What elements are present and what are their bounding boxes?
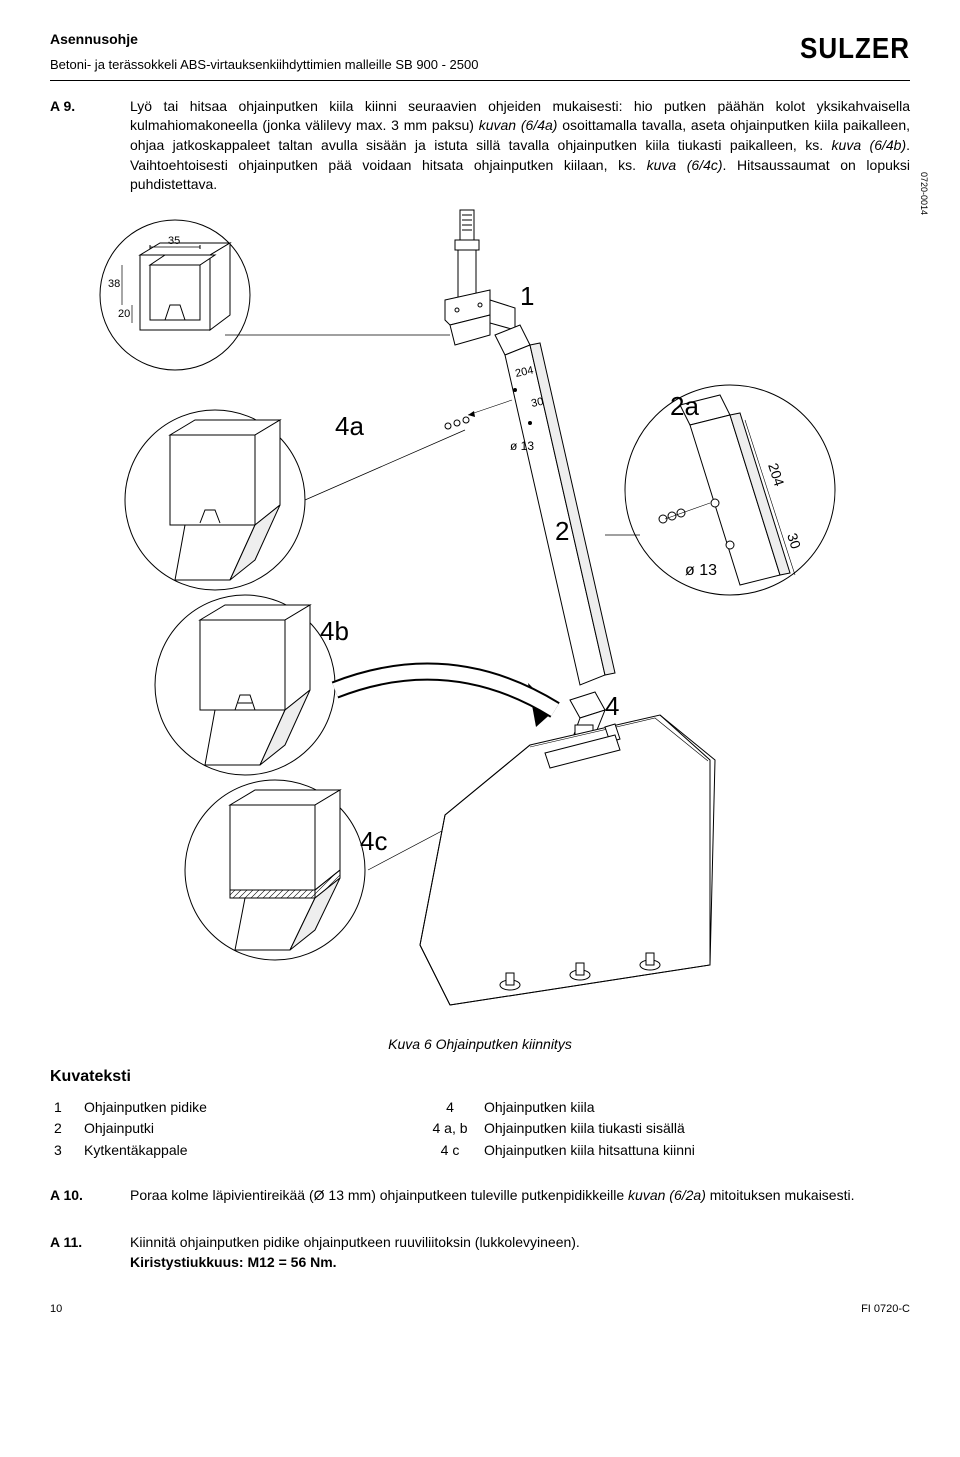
header-divider bbox=[50, 80, 910, 81]
legend-l2: Ohjainputken kiila hitsattuna kiinni bbox=[480, 1140, 910, 1162]
footer-code: FI 0720-C bbox=[861, 1302, 910, 1317]
legend-row: 3 Kytkentäkappale 4 c Ohjainputken kiila… bbox=[50, 1140, 910, 1162]
brand-logo: SULZER bbox=[800, 28, 910, 68]
section-a11-num: A 11. bbox=[50, 1233, 130, 1253]
legend-row: 1 Ohjainputken pidike 4 Ohjainputken kii… bbox=[50, 1097, 910, 1119]
label-4: 4 bbox=[605, 691, 619, 721]
label-4b: 4b bbox=[320, 616, 349, 646]
guide-tube-2 bbox=[495, 325, 615, 685]
legend-l2: Ohjainputken kiila bbox=[480, 1097, 910, 1119]
dim-20: 20 bbox=[118, 308, 130, 320]
dim-d13b: ø 13 bbox=[685, 562, 717, 579]
section-a10-body: Poraa kolme läpivientireikää (Ø 13 mm) o… bbox=[130, 1186, 910, 1206]
dim-38: 38 bbox=[108, 278, 120, 290]
label-4a: 4a bbox=[335, 411, 364, 441]
a9-ref-1: kuvan (6/4a) bbox=[479, 117, 558, 133]
doc-title: Asennusohje bbox=[50, 30, 478, 50]
circle-2a: 204 30 ø 13 bbox=[625, 385, 835, 595]
top-detail-circle: 35 38 20 bbox=[100, 220, 250, 370]
section-a11: A 11. Kiinnitä ohjainputken pidike ohjai… bbox=[50, 1233, 910, 1272]
a10-text-c: mitoituksen mukaisesti. bbox=[706, 1187, 855, 1203]
section-a10-num: A 10. bbox=[50, 1186, 130, 1206]
legend-n1: 2 bbox=[50, 1118, 80, 1140]
footer-page: 10 bbox=[50, 1302, 62, 1317]
label-2: 2 bbox=[555, 516, 569, 546]
figure-6-diagram: 0720-0014 1 bbox=[50, 205, 910, 1025]
label-4c: 4c bbox=[360, 826, 387, 856]
dim-35: 35 bbox=[168, 235, 180, 247]
a11-line1: Kiinnitä ohjainputken pidike ohjainputke… bbox=[130, 1234, 580, 1250]
diagram-svg: 1 35 38 20 2 bbox=[50, 205, 910, 1025]
a9-ref-2: kuva (6/4b) bbox=[832, 137, 907, 153]
page-footer: 10 FI 0720-C bbox=[50, 1302, 910, 1317]
legend-row: 2 Ohjainputki 4 a, b Ohjainputken kiila … bbox=[50, 1118, 910, 1140]
bracket-1 bbox=[445, 210, 515, 345]
legend-l1: Ohjainputki bbox=[80, 1118, 420, 1140]
legend-n2: 4 c bbox=[420, 1140, 480, 1162]
legend-n1: 3 bbox=[50, 1140, 80, 1162]
circle-4c bbox=[185, 780, 365, 960]
circle-4a bbox=[125, 410, 305, 590]
a11-line2: Kiristystiukkuus: M12 = 56 Nm. bbox=[130, 1254, 337, 1270]
section-a9-body: Lyö tai hitsaa ohjainputken kiila kiinni… bbox=[130, 97, 910, 195]
header-left: Asennusohje Betoni- ja terässokkeli ABS-… bbox=[50, 30, 478, 78]
section-a9-num: A 9. bbox=[50, 97, 130, 117]
legend-n1: 1 bbox=[50, 1097, 80, 1119]
a10-ref: kuvan (6/2a) bbox=[628, 1187, 706, 1203]
dim-30a: 30 bbox=[530, 395, 544, 409]
legend-n2: 4 bbox=[420, 1097, 480, 1119]
page-header: Asennusohje Betoni- ja terässokkeli ABS-… bbox=[50, 30, 910, 78]
a10-text-a: Poraa kolme läpivientireikää (Ø 13 mm) o… bbox=[130, 1187, 628, 1203]
base-pedestal bbox=[420, 715, 715, 1005]
figure-6-caption: Kuva 6 Ohjainputken kiinnitys bbox=[50, 1035, 910, 1055]
circle-4b bbox=[155, 595, 335, 775]
doc-subtitle: Betoni- ja terässokkeli ABS-virtauksenki… bbox=[50, 56, 478, 74]
legend-l1: Kytkentäkappale bbox=[80, 1140, 420, 1162]
dim-d13a: ø 13 bbox=[510, 439, 534, 453]
legend-l2: Ohjainputken kiila tiukasti sisällä bbox=[480, 1118, 910, 1140]
legend-l1: Ohjainputken pidike bbox=[80, 1097, 420, 1119]
a9-ref-3: kuva (6/4c) bbox=[647, 157, 723, 173]
legend-n2: 4 a, b bbox=[420, 1118, 480, 1140]
section-a11-body: Kiinnitä ohjainputken pidike ohjainputke… bbox=[130, 1233, 910, 1272]
section-a9: A 9. Lyö tai hitsaa ohjainputken kiila k… bbox=[50, 97, 910, 195]
section-a10: A 10. Poraa kolme läpivientireikää (Ø 13… bbox=[50, 1186, 910, 1206]
diagram-side-code: 0720-0014 bbox=[917, 172, 930, 215]
label-2a: 2a bbox=[670, 391, 699, 421]
label-1: 1 bbox=[520, 281, 534, 311]
legend-table: 1 Ohjainputken pidike 4 Ohjainputken kii… bbox=[50, 1097, 910, 1162]
legend-title: Kuvateksti bbox=[50, 1066, 910, 1088]
